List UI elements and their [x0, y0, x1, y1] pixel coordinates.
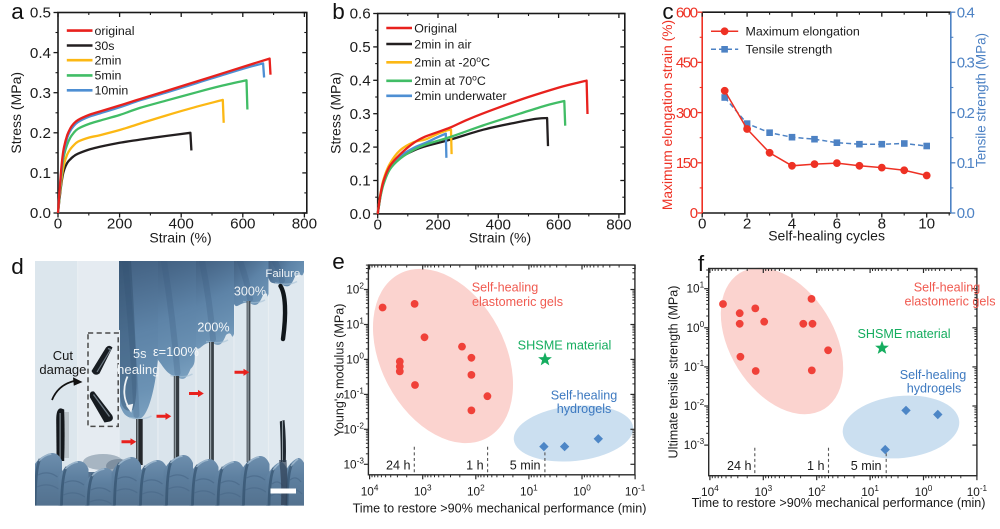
- svg-text:5min: 5min: [95, 69, 122, 83]
- svg-text:c: c: [662, 0, 673, 24]
- svg-text:2min at 70oC: 2min at 70oC: [414, 73, 486, 89]
- svg-text:0.6: 0.6: [350, 6, 371, 23]
- svg-text:Stress (MPa): Stress (MPa): [328, 72, 344, 154]
- svg-text:d: d: [11, 254, 24, 279]
- svg-text:Time to restore >90% mechanica: Time to restore >90% mechanical performa…: [353, 501, 647, 515]
- svg-text:2min in air: 2min in air: [414, 37, 471, 51]
- svg-text:200: 200: [107, 216, 132, 233]
- svg-text:300: 300: [676, 105, 698, 122]
- svg-text:a: a: [11, 0, 24, 24]
- svg-text:b: b: [332, 0, 345, 24]
- svg-text:2: 2: [743, 216, 751, 233]
- svg-text:5 min: 5 min: [510, 458, 541, 472]
- svg-text:Strain (%): Strain (%): [149, 229, 211, 245]
- svg-text:0: 0: [690, 205, 698, 222]
- svg-text:600: 600: [230, 216, 255, 233]
- svg-text:24 h: 24 h: [386, 458, 411, 472]
- svg-text:0: 0: [54, 216, 62, 233]
- svg-text:5s: 5s: [133, 346, 147, 361]
- svg-text:Young's modulus (MPa): Young's modulus (MPa): [333, 304, 347, 437]
- svg-text:200: 200: [425, 216, 450, 233]
- svg-text:800: 800: [292, 216, 317, 233]
- svg-text:4: 4: [788, 216, 796, 233]
- svg-text:Stress (MPa): Stress (MPa): [8, 72, 24, 154]
- svg-text:0.2: 0.2: [30, 125, 51, 142]
- svg-text:2min: 2min: [95, 54, 122, 68]
- svg-text:hydrogels: hydrogels: [557, 402, 612, 416]
- svg-text:600: 600: [546, 216, 571, 233]
- svg-text:10: 10: [918, 216, 935, 233]
- svg-text:0.1: 0.1: [30, 165, 51, 182]
- svg-text:0.4: 0.4: [957, 4, 975, 21]
- svg-text:5 min: 5 min: [851, 459, 882, 473]
- svg-text:SHSME material: SHSME material: [857, 327, 950, 341]
- svg-text:0.3: 0.3: [30, 85, 51, 102]
- svg-text:Self-healing cycles: Self-healing cycles: [768, 228, 885, 244]
- svg-text:1 h: 1 h: [807, 459, 825, 473]
- svg-text:Self-healing: Self-healing: [472, 281, 539, 295]
- svg-text:0: 0: [373, 216, 381, 233]
- svg-text:1 h: 1 h: [466, 458, 484, 472]
- svg-text:10min: 10min: [95, 84, 129, 98]
- svg-text:Self-healing: Self-healing: [900, 368, 967, 382]
- svg-text:0.3: 0.3: [957, 55, 975, 72]
- svg-text:Cut: Cut: [53, 348, 74, 363]
- svg-text:SHSME material: SHSME material: [518, 339, 612, 353]
- svg-text:0.1: 0.1: [350, 173, 371, 190]
- svg-text:0.5: 0.5: [30, 5, 51, 22]
- svg-text:Time to restore >90% mechanica: Time to restore >90% mechanical performa…: [692, 496, 986, 510]
- svg-text:0.0: 0.0: [30, 205, 51, 222]
- svg-text:elastomeric gels: elastomeric gels: [472, 295, 563, 309]
- svg-text:Self-healing: Self-healing: [551, 389, 618, 403]
- svg-text:Strain (%): Strain (%): [469, 230, 531, 246]
- svg-text:400: 400: [169, 216, 194, 233]
- svg-text:0.2: 0.2: [350, 139, 371, 156]
- svg-text:Maximum elongation strain (%): Maximum elongation strain (%): [660, 20, 675, 210]
- svg-text:0.0: 0.0: [957, 205, 975, 222]
- svg-text:300%: 300%: [234, 285, 266, 299]
- svg-text:0.4: 0.4: [30, 45, 51, 62]
- svg-text:24 h: 24 h: [727, 459, 752, 473]
- svg-text:450: 450: [676, 55, 698, 72]
- svg-text:hydrogels: hydrogels: [907, 382, 962, 396]
- svg-text:0.2: 0.2: [957, 105, 975, 122]
- svg-text:ε=100%: ε=100%: [153, 344, 199, 359]
- svg-text:2min at -20oC: 2min at -20oC: [414, 54, 490, 70]
- svg-text:e: e: [332, 249, 345, 274]
- svg-text:6: 6: [833, 216, 841, 233]
- svg-text:150: 150: [676, 155, 698, 172]
- svg-text:0.3: 0.3: [350, 106, 371, 123]
- svg-text:0.0: 0.0: [350, 206, 371, 223]
- svg-text:30s: 30s: [95, 39, 115, 53]
- svg-text:original: original: [95, 24, 135, 38]
- svg-text:damage: damage: [39, 362, 86, 377]
- svg-text:Tensile strength: Tensile strength: [746, 43, 833, 57]
- svg-text:400: 400: [486, 216, 511, 233]
- svg-text:2min underwater: 2min underwater: [414, 89, 506, 103]
- svg-text:0: 0: [698, 216, 706, 233]
- svg-text:Ultimate tensile strength (MPa: Ultimate tensile strength (MPa): [667, 286, 681, 459]
- svg-text:600: 600: [676, 4, 698, 21]
- svg-text:Original: Original: [414, 21, 457, 35]
- svg-text:Self-healing: Self-healing: [914, 281, 981, 295]
- svg-text:Maximum elongation: Maximum elongation: [746, 25, 860, 39]
- svg-text:Failure: Failure: [265, 268, 300, 280]
- svg-text:200%: 200%: [197, 321, 229, 335]
- svg-text:800: 800: [606, 216, 631, 233]
- svg-text:Tensile strength (MPa): Tensile strength (MPa): [974, 33, 989, 167]
- svg-text:f: f: [698, 251, 705, 276]
- svg-text:elastomeric gels: elastomeric gels: [905, 295, 996, 309]
- svg-text:0.4: 0.4: [350, 73, 371, 90]
- svg-text:healing: healing: [117, 362, 160, 377]
- svg-text:0.5: 0.5: [350, 39, 371, 56]
- svg-text:0.1: 0.1: [957, 155, 975, 172]
- svg-text:8: 8: [878, 216, 886, 233]
